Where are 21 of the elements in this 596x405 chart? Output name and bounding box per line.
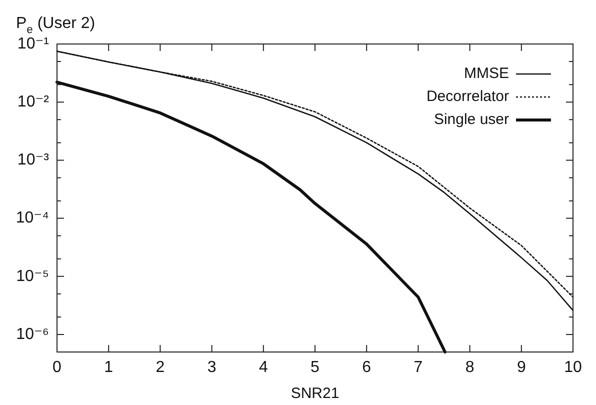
y-tick-label: 10⁻⁴ [16,210,50,227]
x-tick-label: 9 [516,359,526,376]
x-tick-label: 2 [156,359,165,376]
x-axis-title: SNR21 [290,385,340,402]
x-tick-label: 7 [414,359,423,376]
y-tick-label: 10⁻³ [17,152,50,169]
y-tick-label: 10⁻² [17,94,50,111]
legend-label: MMSE [464,65,509,82]
y-tick-label: 10⁻⁶ [16,326,49,343]
x-tick-label: 3 [207,359,216,376]
legend-label: Single user [434,111,509,128]
x-tick-label: 8 [465,359,474,376]
x-tick-label: 0 [52,359,62,376]
x-tick-label: 5 [310,359,320,376]
x-tick-label: 4 [258,359,268,376]
x-tick-label: 10 [564,359,582,376]
y-tick-label: 10⁻⁵ [16,268,49,285]
x-tick-label: 6 [362,359,372,376]
x-tick-label: 1 [104,359,114,376]
legend-label: Decorrelator [426,88,510,106]
y-tick-label: 10⁻¹ [17,35,49,52]
